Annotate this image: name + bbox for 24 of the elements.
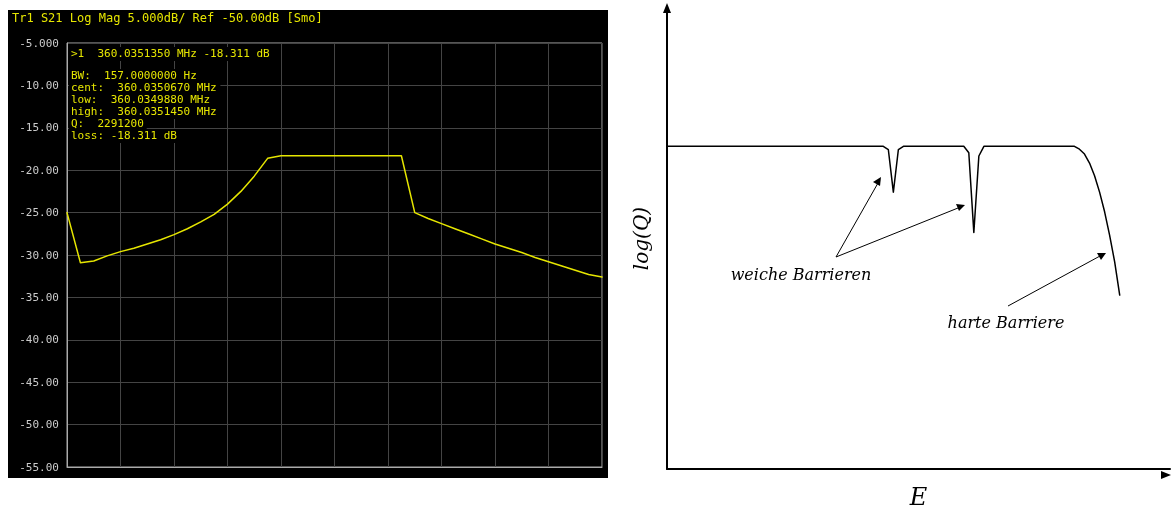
y-tick-label: -10.00 (19, 78, 59, 92)
annotation: cent: 360.0350670 MHz (71, 81, 217, 94)
y-tick-label: -20.00 (19, 163, 59, 177)
annotation: Q: 2291200 (71, 117, 144, 130)
y-tick-label: -5.000 (19, 36, 59, 50)
y-tick-label: -35.00 (19, 290, 59, 304)
x-axis-title: E (908, 483, 928, 511)
annotation: loss: -18.311 dB (71, 129, 178, 142)
annotation: low: 360.0349880 MHz (71, 93, 211, 106)
annotation: high: 360.0351450 MHz (71, 105, 217, 118)
y-tick-label: -45.00 (19, 375, 59, 389)
annotation: BW: 157.0000000 Hz (71, 69, 197, 82)
y-axis-title: log(Q) (629, 206, 653, 271)
y-tick-label: -30.00 (19, 248, 59, 262)
line-series (66, 155, 603, 278)
annotation: weiche Barrieren (730, 264, 872, 284)
y-tick-label: -15.00 (19, 121, 59, 135)
chart-title: Tr1 S21 Log Mag 5.000dB/ Ref -50.00dB [Smo] (12, 11, 323, 25)
y-tick-label: -25.00 (19, 206, 59, 220)
annotation: harte Barriere (947, 312, 1065, 332)
y-tick-label: -50.00 (19, 418, 59, 432)
y-tick-label: -40.00 (19, 333, 59, 347)
y-tick-label: -55.00 (19, 460, 59, 474)
annotation: >1 360.0351350 MHz -18.311 dB (71, 47, 271, 60)
